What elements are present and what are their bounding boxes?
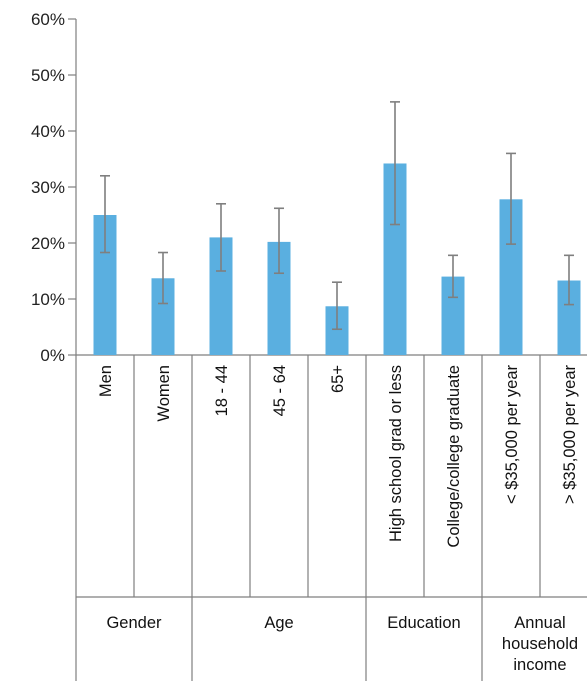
error-bars (100, 101, 574, 331)
y-tick-label: 0% (40, 346, 65, 365)
category-label: High school grad or less (387, 365, 405, 542)
bar-4 (267, 241, 291, 355)
error-bar-3 (216, 203, 226, 272)
error-bar-6 (390, 101, 400, 226)
y-tick-label: 60% (31, 10, 65, 29)
error-bar-4 (274, 207, 284, 275)
bar-1 (93, 215, 117, 355)
group-label: Gender (106, 614, 162, 632)
y-tick-label: 30% (31, 178, 65, 197)
error-bar-9 (564, 254, 574, 306)
category-label: College/college graduate (445, 365, 463, 548)
bar-3 (209, 237, 233, 355)
category-label: Women (155, 365, 173, 422)
y-tick-label: 40% (31, 122, 65, 141)
error-bar-1 (100, 175, 110, 254)
group-label: income (513, 656, 566, 674)
y-tick-label: 10% (31, 290, 65, 309)
group-label: Education (387, 614, 460, 632)
category-label: 18 - 44 (213, 365, 231, 416)
group-label: household (502, 635, 578, 653)
error-bar-8 (506, 152, 516, 245)
y-tick-label: 20% (31, 234, 65, 253)
bars (93, 163, 581, 355)
bar-8 (499, 199, 523, 355)
bar-7 (441, 276, 465, 355)
category-label: > $35,000 per year (561, 365, 579, 504)
category-label: 65+ (329, 365, 347, 393)
y-tick-label: 50% (31, 66, 65, 85)
bar-5 (325, 306, 349, 355)
error-bar-7 (448, 254, 458, 299)
error-bar-5 (332, 281, 342, 331)
group-labels: Gender Age Education Annual household income (106, 614, 578, 674)
bar-6 (383, 163, 407, 355)
category-label: 45 - 64 (271, 365, 289, 416)
category-labels: Men Women 18 - 44 45 - 64 65+ High school gra… (76, 355, 587, 681)
group-label: Annual (514, 614, 565, 632)
bar-2 (151, 278, 175, 355)
category-label: Men (97, 365, 115, 397)
bar-9 (557, 280, 581, 355)
error-bar-2 (158, 251, 168, 305)
group-label: Age (264, 614, 293, 632)
category-label: < $35,000 per year (503, 365, 521, 504)
